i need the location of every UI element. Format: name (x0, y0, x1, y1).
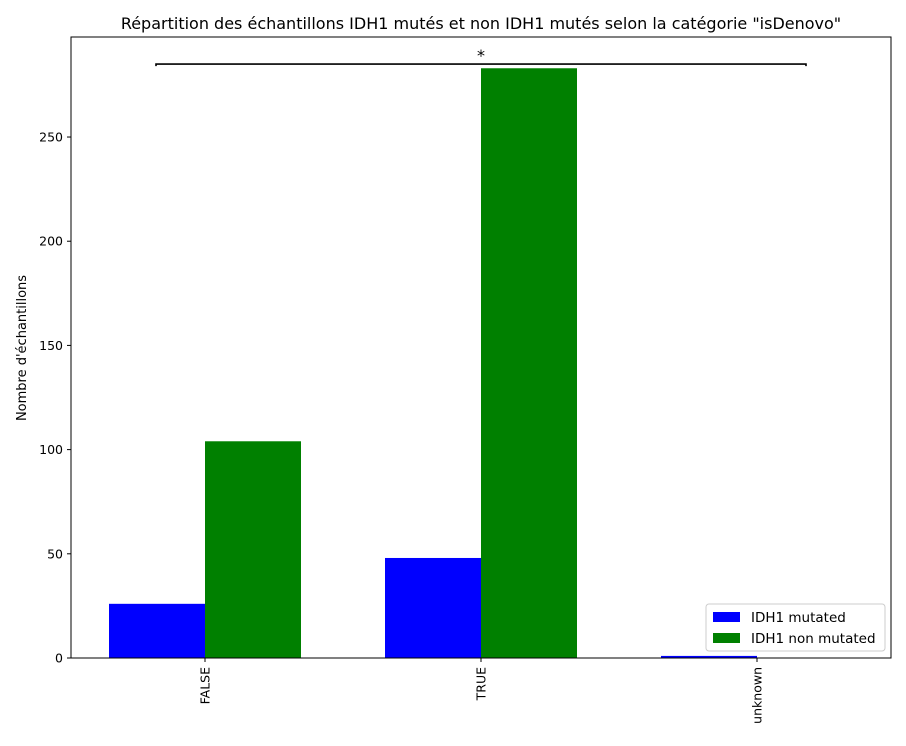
y-tick-label: 250 (39, 130, 63, 145)
legend: IDH1 mutated IDH1 non mutated (705, 603, 886, 652)
y-tick-label: 0 (55, 651, 63, 666)
significance-marker: * (477, 46, 485, 65)
x-tick-label: FALSE (198, 667, 213, 704)
bar-false-series-2 (205, 441, 301, 658)
significance-bracket (155, 63, 807, 67)
legend-label: IDH1 mutated (751, 610, 846, 626)
chart-title: Répartition des échantillons IDH1 mutés … (121, 14, 841, 33)
legend-swatch (713, 612, 740, 622)
y-axis-label: Nombre d'échantillons (15, 275, 30, 421)
bar-false-series-1 (109, 603, 205, 658)
y-tick-label: 200 (39, 234, 63, 249)
y-tick-label: 100 (39, 442, 63, 457)
legend-swatch (713, 633, 740, 643)
legend-label: IDH1 non mutated (751, 631, 876, 647)
x-tick-label: unknown (750, 667, 765, 724)
bar-unknown-series-1 (661, 655, 757, 658)
bar-true-series-2 (481, 68, 577, 658)
y-tick-label: 50 (47, 546, 63, 561)
bar-true-series-1 (385, 557, 481, 658)
legend-box (705, 603, 886, 652)
y-tick-label: 150 (39, 338, 63, 353)
plot-frame (70, 36, 892, 659)
x-tick-label: TRUE (474, 667, 489, 701)
